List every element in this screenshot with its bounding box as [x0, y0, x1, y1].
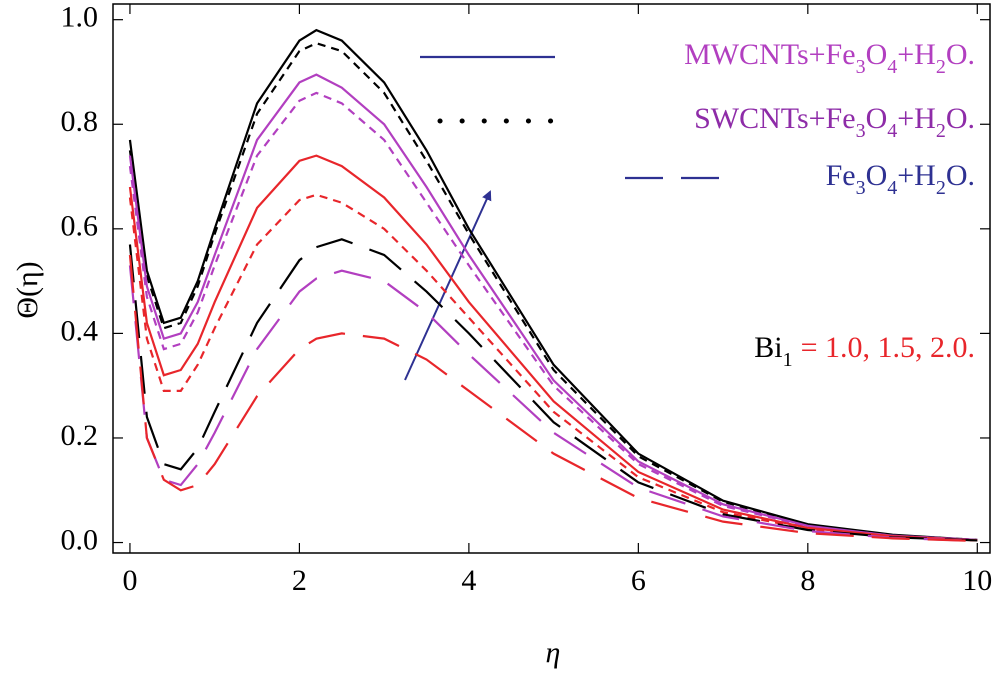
data-line — [128, 154, 978, 542]
trend-arrow — [404, 190, 492, 381]
x-tick-label: 0 — [122, 564, 137, 597]
y-axis-label: Θ(η) — [11, 261, 44, 318]
x-tick-label: 6 — [631, 564, 646, 597]
data-line — [128, 254, 978, 543]
legend-label: MWCNTs+Fe3O4+H2O. — [684, 38, 975, 78]
y-tick-label: 1.0 — [61, 1, 99, 34]
plot-frame — [112, 3, 991, 554]
y-tick-label: 0.8 — [61, 105, 99, 138]
x-tick-label: 10 — [962, 564, 992, 597]
x-tick-label: 2 — [292, 564, 307, 597]
y-tick-label: 0.0 — [61, 523, 99, 556]
data-line — [128, 73, 978, 542]
data-line — [128, 28, 978, 542]
x-axis-label: η — [546, 636, 561, 669]
data-line — [128, 265, 978, 543]
x-tick-label: 8 — [800, 564, 815, 597]
data-line — [128, 193, 978, 542]
x-tick-label: 4 — [461, 564, 476, 597]
annotation-values: = 1.0, 1.5, 2.0. — [801, 331, 975, 364]
legend-label: Fe3O4+H2O. — [826, 159, 975, 199]
y-tick-label: 0.6 — [61, 210, 99, 243]
y-tick-label: 0.2 — [61, 419, 99, 452]
data-line — [128, 91, 978, 542]
data-line — [128, 238, 978, 542]
data-line — [128, 42, 978, 542]
legend-label: SWCNTs+Fe3O4+H2O. — [694, 102, 975, 142]
y-tick-label: 0.4 — [61, 314, 99, 347]
annotation: Bi1 = 1.0, 1.5, 2.0. — [754, 331, 975, 371]
annotation-param: Bi1 — [754, 331, 792, 371]
